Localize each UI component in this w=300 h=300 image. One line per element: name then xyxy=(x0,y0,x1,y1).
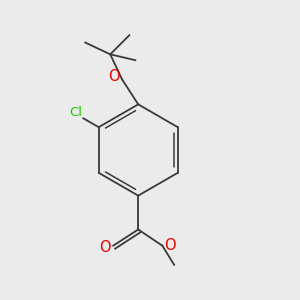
Text: Cl: Cl xyxy=(69,106,82,119)
Text: O: O xyxy=(99,240,111,255)
Text: O: O xyxy=(108,70,120,85)
Text: O: O xyxy=(164,238,176,253)
